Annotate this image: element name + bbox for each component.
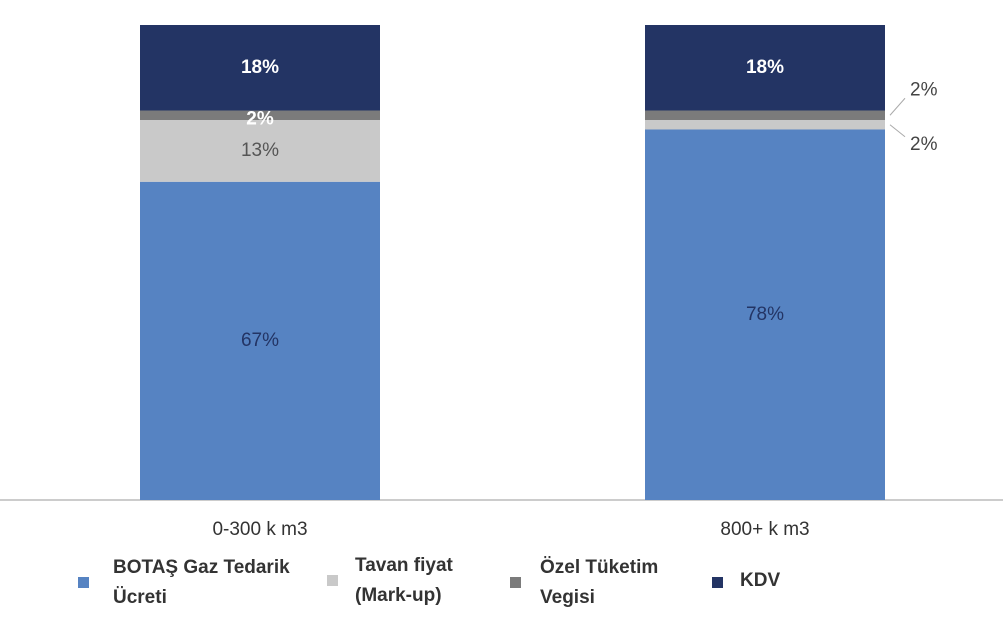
data-label: 78% — [746, 304, 784, 325]
leader-line — [889, 124, 906, 138]
data-label: 2% — [246, 108, 274, 129]
legend-label: Özel Tüketim Vegisi — [540, 557, 659, 608]
data-label: 2% — [910, 134, 938, 155]
legend-marker — [78, 577, 89, 588]
data-label: 18% — [241, 57, 279, 78]
data-label: 67% — [241, 330, 279, 351]
legend-marker — [327, 575, 338, 586]
legend-marker — [510, 577, 521, 588]
x-tick-label: 800+ k m3 — [720, 519, 809, 540]
legend-label: BOTAŞ Gaz Tedarik Ücreti — [113, 557, 290, 608]
bar-segment — [645, 120, 885, 130]
leader-line — [889, 97, 906, 116]
bar-segment — [645, 110, 885, 120]
bar-segment — [140, 120, 380, 182]
bar-segment — [140, 181, 380, 500]
legend-marker — [712, 577, 723, 588]
bar-segment — [140, 25, 380, 111]
legend-label: Tavan fiyat (Mark-up) — [355, 555, 453, 606]
data-label: 2% — [910, 79, 938, 100]
data-label: 13% — [241, 140, 279, 161]
data-label: 18% — [746, 57, 784, 78]
bar-segment — [645, 25, 885, 111]
legend-label: KDV — [740, 570, 781, 591]
x-tick-label: 0-300 k m3 — [212, 519, 307, 540]
bar-segment — [645, 129, 885, 500]
bar-segment — [140, 110, 380, 120]
